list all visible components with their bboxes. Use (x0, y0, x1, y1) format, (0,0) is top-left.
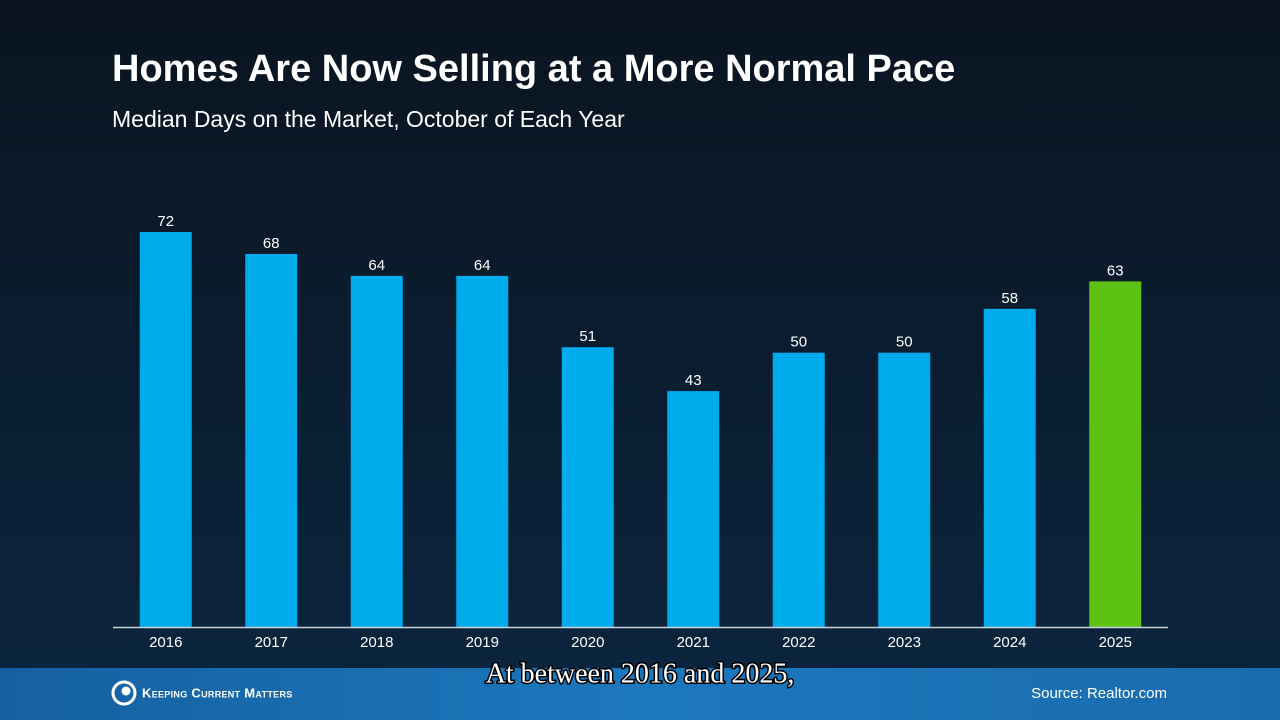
x-tick-label: 2019 (466, 634, 499, 651)
x-tick-label: 2021 (677, 634, 710, 651)
bar (1089, 281, 1142, 627)
bar (772, 352, 825, 627)
bar (561, 347, 614, 627)
value-label: 63 (1107, 262, 1124, 279)
value-label: 64 (368, 257, 385, 274)
x-tick-label: 2023 (888, 634, 921, 651)
bar (245, 253, 298, 627)
x-tick-label: 2025 (1099, 634, 1132, 651)
chart-title: Homes Are Now Selling at a More Normal P… (112, 48, 955, 90)
bar (667, 391, 720, 627)
caption: At between 2016 and 2025, (486, 658, 795, 689)
value-label: 43 (685, 372, 702, 389)
x-tick-label: 2020 (571, 634, 604, 651)
value-label: 50 (896, 334, 913, 351)
footer-band (0, 668, 1280, 720)
source: Source: Realtor.com (1031, 685, 1167, 702)
x-tick-label: 2017 (255, 634, 288, 651)
bar (139, 232, 192, 627)
bar (878, 352, 931, 627)
x-tick-label: 2022 (782, 634, 815, 651)
value-label: 58 (1001, 290, 1018, 307)
value-label: 50 (790, 334, 807, 351)
x-tick-label: 2016 (149, 634, 182, 651)
value-label: 72 (157, 213, 174, 230)
bar (456, 275, 509, 627)
x-tick-label: 2018 (360, 634, 393, 651)
value-label: 51 (579, 328, 596, 345)
x-tick-label: 2024 (993, 634, 1026, 651)
chart-subtitle: Median Days on the Market, October of Ea… (112, 106, 625, 132)
brand-name: Keeping Current Matters (142, 685, 293, 700)
plot: 72 2016 68 2017 64 2018 64 2019 51 2020 43 2021 50 20… (139, 213, 1142, 651)
bar (350, 275, 403, 627)
value-label: 68 (263, 235, 280, 252)
logo-dot (121, 686, 131, 696)
brand-logo (111, 680, 137, 706)
value-label: 64 (474, 257, 491, 274)
bar (983, 308, 1036, 627)
logo-ring (111, 680, 137, 706)
